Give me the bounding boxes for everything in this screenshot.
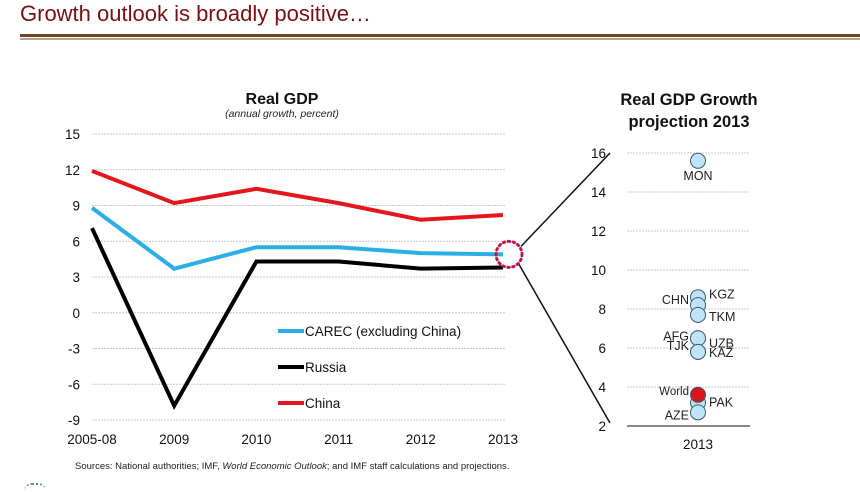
bubble-label-mon: MON [683,169,712,183]
left-y-tick-label: -9 [68,413,80,428]
legend-label-carec: CAREC (excluding China) [305,324,461,339]
left-x-tick-label: 2011 [324,432,353,447]
series-line-china [92,171,503,220]
left-y-tick-label: -3 [68,342,80,357]
right-x-tick-label: 2013 [683,437,713,452]
logo-icon [24,483,46,492]
bubble-world [691,387,706,402]
left-chart-subtitle: (annual growth, percent) [225,108,339,120]
left-x-tick-label: 2005-08 [67,432,117,447]
sources-suffix: ; and IMF staff calculations and project… [327,461,510,472]
right-y-tick-label: 2 [598,419,606,434]
left-x-tick-label: 2009 [159,432,189,447]
left-y-tick-label: 15 [65,127,80,142]
right-y-tick-label: 6 [598,341,606,356]
connector-line-bottom [519,264,610,423]
bubble-mon [691,153,706,168]
left-chart-title: Real GDP [246,91,319,108]
left-y-tick-label: 9 [72,199,80,214]
right-y-tick-label: 12 [591,224,606,239]
right-chart-title-line1: Real GDP Growth [620,91,757,109]
legend-label-russia: Russia [305,360,347,375]
sources-prefix: Sources: National authorities; IMF, [75,461,222,472]
left-x-tick-label: 2010 [241,432,271,447]
right-chart-title-line2: projection 2013 [628,113,749,131]
bubble-label-aze: AZE [665,408,689,422]
right-y-tick-label: 14 [591,185,607,200]
bubble-label-kgz: KGZ [709,287,735,301]
right-y-tick-label: 10 [591,263,606,278]
bubble-label-world: World [659,386,689,398]
sources-weo: World Economic Outlook [222,461,327,472]
bubble-kaz [691,344,706,359]
left-y-tick-label: 12 [65,163,80,178]
left-y-tick-label: 3 [72,270,80,285]
bubble-label-kaz: KAZ [709,346,734,360]
bubble-aze [691,405,706,420]
bubble-uzb [691,331,706,346]
bubble-label-pak: PAK [709,396,734,410]
left-y-tick-label: 6 [72,234,80,249]
left-y-tick-label: 0 [72,306,80,321]
legend-label-china: China [305,396,341,411]
bubble-tkm [691,307,706,322]
bubble-label-tjk: TJK [667,339,690,353]
right-y-tick-label: 4 [598,380,606,395]
left-x-tick-label: 2012 [406,432,436,447]
bubble-label-tkm: TKM [709,310,735,324]
left-y-tick-label: -6 [68,377,80,392]
bubble-label-chn: CHN [662,293,689,307]
sources-note: Sources: National authorities; IMF, Worl… [75,461,509,472]
right-y-tick-label: 16 [591,146,606,161]
right-y-tick-label: 8 [598,302,606,317]
left-x-tick-label: 2013 [488,432,518,447]
